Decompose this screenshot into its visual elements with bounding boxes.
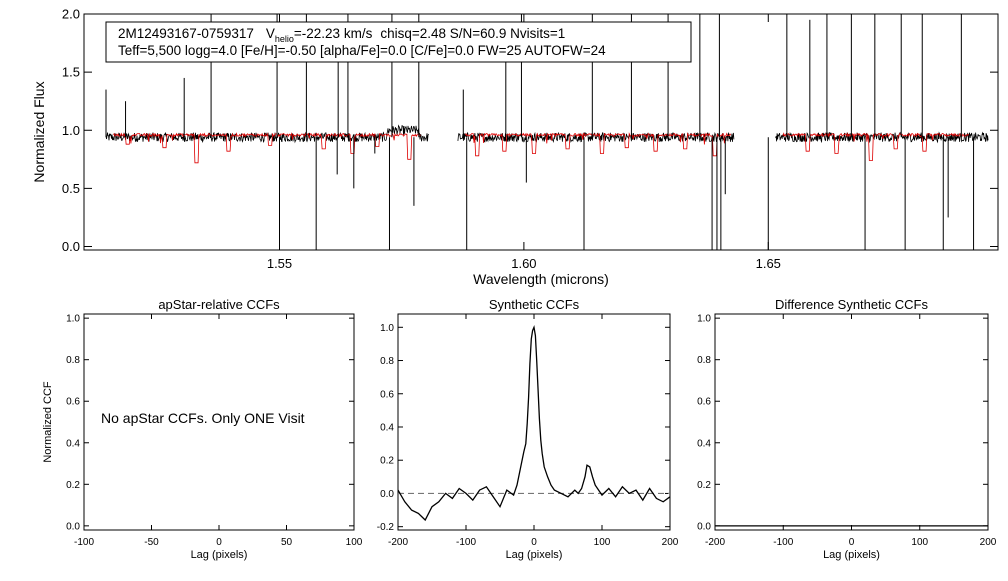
y-tick-label: 0.6 <box>66 397 80 408</box>
x-axis-label: Lag (pixels) <box>191 549 248 561</box>
x-axis-label: Lag (pixels) <box>506 549 563 561</box>
no-ccf-annotation: No apStar CCFs. Only ONE Visit <box>101 410 305 426</box>
y-tick-label: 0.8 <box>66 355 80 366</box>
y-tick-label: 0.4 <box>697 438 711 449</box>
x-tick-label: 200 <box>662 537 679 548</box>
y-tick-label: 1.0 <box>380 323 394 334</box>
y-tick-label: 0.0 <box>697 521 711 532</box>
info-stats: chisq=2.48 S/N=60.9 Nvisits=1 <box>380 26 565 41</box>
y-axis-label: Normalized CCF <box>42 381 54 463</box>
y-tick-label: 1.5 <box>62 65 80 80</box>
star-id: 2M12493167-0759317 <box>118 26 254 41</box>
y-tick-label: 1.0 <box>697 314 711 325</box>
y-tick-label: 0.6 <box>380 389 394 400</box>
x-tick-label: -100 <box>773 537 793 548</box>
panel-3: -200 -100 0 100 200 0.0 0.2 0.4 0.6 0.8 1.0 Lag (pi… <box>697 297 997 561</box>
synthetic-ccf-line <box>398 324 670 522</box>
info-box: 2M12493167-0759317 Vhelio=-22.23 km/s chis… <box>105 21 692 63</box>
info-line-2: Teff=5,500 logg=4.0 [Fe/H]=-0.50 [alpha/… <box>118 43 606 58</box>
y-tick-label: 0.2 <box>380 456 394 467</box>
y-tick-label: 0.5 <box>62 181 80 196</box>
y-tick-label: -0.2 <box>377 522 395 533</box>
y-tick-label: 0.8 <box>380 356 394 367</box>
y-tick-label: 0.0 <box>380 489 394 500</box>
plot-frame <box>397 313 671 531</box>
plot-frame <box>83 313 355 531</box>
info-line-1: 2M12493167-0759317 Vhelio=-22.23 km/s chis… <box>118 26 565 44</box>
y-tick-label: 2.0 <box>62 7 80 22</box>
panel-0: 1.55 1.60 1.65 0.0 0.5 1.0 1.5 2.0 Wavelength (m… <box>31 7 999 287</box>
y-tick-label: 0.4 <box>66 438 80 449</box>
panel-title: Difference Synthetic CCFs <box>775 297 928 312</box>
y-tick-label: 0.2 <box>66 480 80 491</box>
x-tick-label: 100 <box>346 537 363 548</box>
x-tick-label: 100 <box>911 537 928 548</box>
x-tick-label: 1.55 <box>267 256 292 271</box>
x-tick-label: 0 <box>531 537 537 548</box>
x-tick-label: -100 <box>74 537 94 548</box>
x-tick-label: 1.65 <box>756 256 781 271</box>
y-tick-label: 0.8 <box>697 355 711 366</box>
x-tick-label: 0 <box>216 537 222 548</box>
x-tick-label: 100 <box>594 537 611 548</box>
x-axis-label: Lag (pixels) <box>823 549 880 561</box>
panel-2: -200 -100 0 100 200 -0.2 0.0 0.2 0.4 0.6 0.8 1.0 Lag… <box>377 297 679 561</box>
model-spectrum <box>113 132 969 164</box>
x-tick-label: 50 <box>281 537 293 548</box>
plot-frame <box>714 313 989 531</box>
y-tick-label: 0.4 <box>380 422 394 433</box>
x-tick-label: -200 <box>388 537 408 548</box>
v-symbol: V <box>266 26 275 41</box>
x-tick-label: 0 <box>849 537 855 548</box>
panel-1: -100 -50 0 50 100 0.0 0.2 0.4 0.6 0.8 1.0 Lag (pixe… <box>42 297 363 561</box>
y-tick-label: 1.0 <box>66 314 80 325</box>
y-tick-label: 1.0 <box>62 123 80 138</box>
x-tick-label: 200 <box>980 537 997 548</box>
x-tick-label: -50 <box>144 537 159 548</box>
y-tick-label: 0.2 <box>697 480 711 491</box>
y-axis-label: Normalized Flux <box>31 81 47 182</box>
panel-title: Synthetic CCFs <box>489 297 580 312</box>
info-box-frame <box>105 21 692 63</box>
x-axis-label: Wavelength (microns) <box>473 271 609 287</box>
x-tick-label: -100 <box>456 537 476 548</box>
x-tick-label: -200 <box>705 537 725 548</box>
y-tick-label: 0.0 <box>66 521 80 532</box>
y-tick-label: 0.6 <box>697 397 711 408</box>
v-subscript: helio <box>275 34 294 44</box>
panel-title: apStar-relative CCFs <box>158 297 280 312</box>
v-helio-value: =-22.23 km/s <box>294 26 373 41</box>
y-tick-label: 0.0 <box>62 239 80 254</box>
x-tick-label: 1.60 <box>511 256 536 271</box>
plot-frame <box>83 13 999 251</box>
